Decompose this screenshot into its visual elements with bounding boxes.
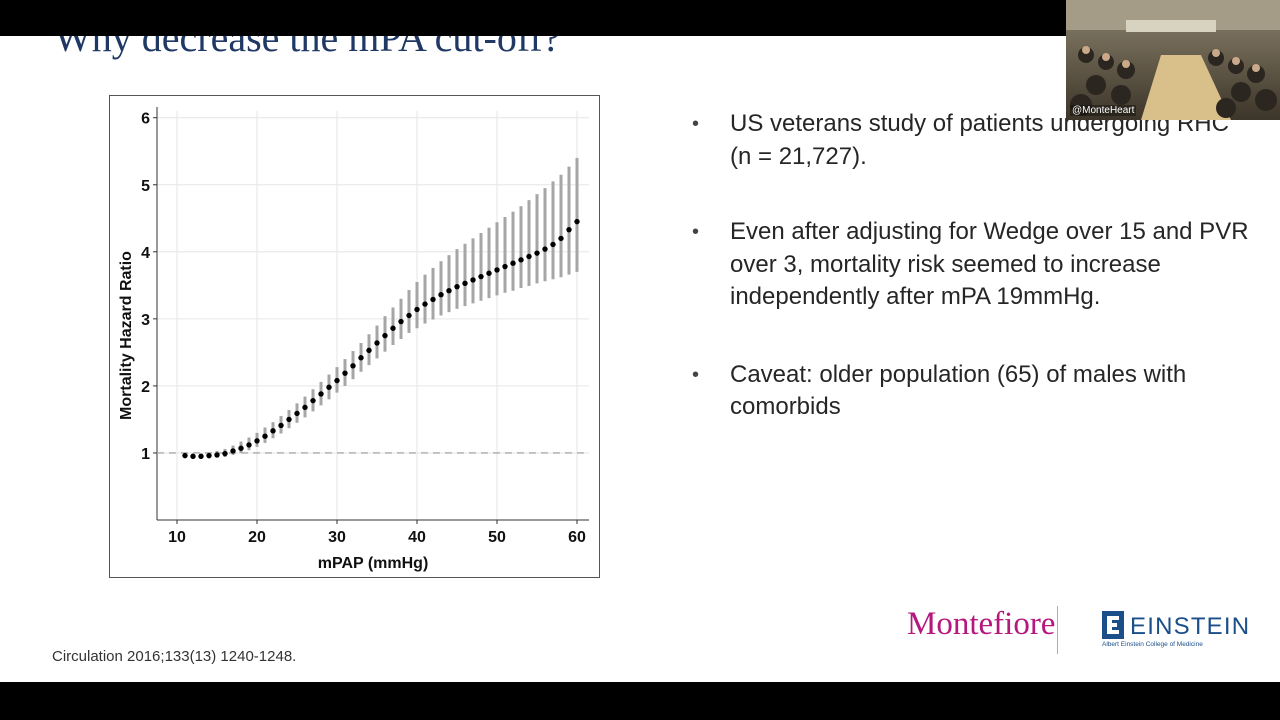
citation: Circulation 2016;133(13) 1240-1248.	[52, 648, 297, 665]
data-point	[294, 410, 300, 417]
bullet-text: Caveat: older population (65) of males w…	[730, 360, 1187, 421]
data-point	[342, 370, 348, 376]
bullet-dot-icon: •	[692, 221, 700, 243]
data-point	[350, 363, 356, 369]
einstein-logo-subtitle: Albert Einstein College of Medicine	[1102, 641, 1203, 648]
bullet-dot-icon: •	[692, 113, 700, 135]
y-tick-label: 1	[141, 446, 150, 463]
data-point	[182, 452, 188, 459]
slide: Why decrease the mPA cut-off? 10 20 30 40 50…	[0, 36, 1280, 682]
slide-title: Why decrease the mPA cut-off?	[54, 36, 561, 60]
y-tick-label: 5	[141, 178, 150, 195]
data-point	[230, 448, 236, 454]
x-tick-label: 30	[328, 529, 346, 546]
data-point	[222, 450, 228, 457]
data-point	[502, 263, 508, 270]
y-tick-label: 6	[141, 111, 150, 128]
data-point	[486, 270, 492, 276]
data-point	[542, 246, 548, 252]
data-point	[454, 283, 460, 290]
data-point	[494, 267, 500, 273]
data-point	[566, 226, 572, 233]
data-point	[398, 318, 404, 325]
data-point	[270, 428, 276, 434]
data-point	[334, 377, 340, 384]
data-point	[534, 250, 540, 256]
einstein-emblem-icon	[1102, 611, 1124, 639]
data-point	[470, 277, 476, 283]
data-point	[214, 452, 220, 458]
data-point	[526, 253, 532, 260]
x-tick-label: 50	[488, 529, 506, 546]
video-handle: @MonteHeart	[1070, 105, 1137, 116]
hazard-ratio-chart: 10 20 30 40 50 60 1 2 3 4 5 6 mPAP (mmHg) Mortality H…	[109, 95, 600, 578]
y-tick-label: 3	[141, 312, 150, 329]
y-tick-label: 4	[141, 245, 150, 262]
data-point	[518, 257, 524, 263]
data-point	[198, 453, 204, 460]
data-point	[302, 404, 308, 411]
data-point	[574, 218, 580, 225]
x-tick-label: 10	[168, 529, 186, 546]
data-point	[382, 332, 388, 339]
bullet-dot-icon: •	[692, 363, 700, 386]
data-point	[254, 438, 260, 444]
einstein-logo-name: EINSTEIN	[1130, 613, 1251, 640]
bullet-text: Even after adjusting for Wedge over 15 a…	[730, 218, 1249, 310]
logo-divider	[1057, 606, 1058, 654]
data-point	[366, 347, 372, 354]
data-point	[358, 355, 364, 361]
data-point	[430, 296, 436, 303]
x-tick-label: 20	[248, 529, 266, 546]
data-point	[286, 416, 292, 423]
chart-svg: 10 20 30 40 50 60 1 2 3 4 5 6 mPAP (mmHg) Mortality H…	[118, 107, 589, 572]
data-point	[462, 280, 468, 287]
data-point	[550, 241, 556, 248]
data-point	[326, 384, 332, 390]
data-point	[246, 442, 252, 448]
data-point	[318, 391, 324, 397]
data-point	[190, 453, 196, 460]
data-point	[558, 235, 564, 242]
y-axis-title: Mortality Hazard Ratio	[118, 251, 135, 420]
data-point	[278, 422, 284, 429]
data-point	[262, 433, 268, 439]
data-point	[310, 397, 316, 404]
data-point	[422, 301, 428, 307]
y-tick-label: 2	[141, 379, 150, 396]
x-axis-title: mPAP (mmHg)	[318, 555, 429, 572]
data-point	[414, 306, 420, 313]
audience-image	[1066, 0, 1280, 120]
data-point	[478, 273, 484, 280]
x-tick-label: 40	[408, 529, 426, 546]
bullet-list: • US veterans study of patients undergoi…	[692, 108, 1252, 424]
x-tick-label: 60	[568, 529, 586, 546]
montefiore-logo: Montefiore	[907, 606, 1056, 642]
data-point	[374, 340, 380, 346]
data-point	[510, 260, 516, 266]
data-point	[206, 452, 212, 459]
data-point	[438, 292, 444, 298]
video-feed-thumbnail: @MonteHeart	[1066, 0, 1280, 120]
data-point	[238, 445, 244, 451]
bullet-item: • Even after adjusting for Wedge over 15…	[692, 216, 1252, 314]
data-point	[406, 312, 412, 319]
bullet-item: • Caveat: older population (65) of males…	[692, 359, 1252, 424]
data-point	[446, 287, 452, 294]
data-point	[390, 325, 396, 331]
